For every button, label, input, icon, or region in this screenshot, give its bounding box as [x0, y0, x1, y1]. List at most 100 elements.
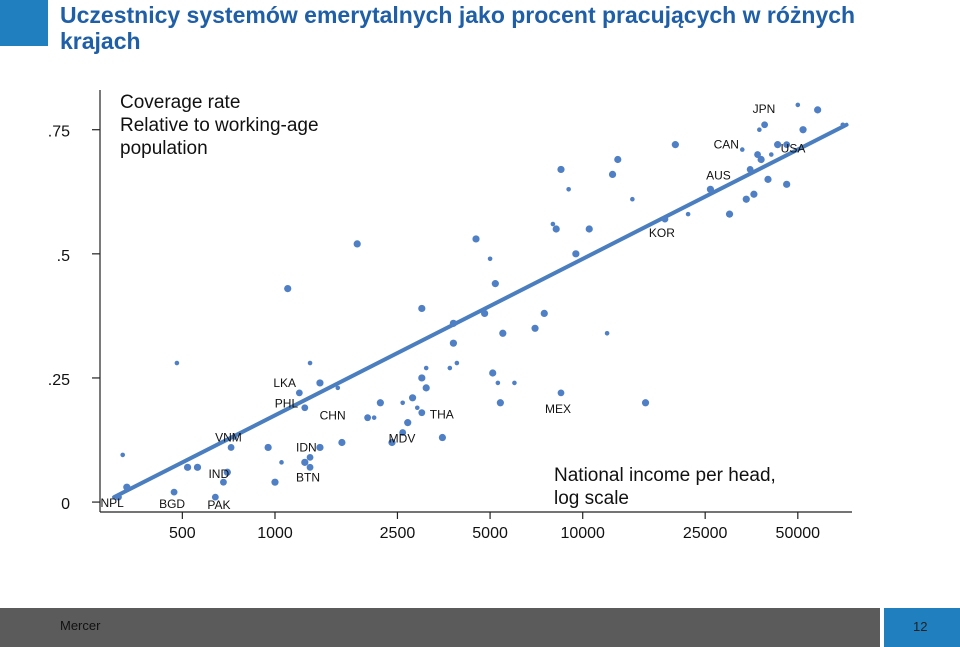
data-point: [423, 365, 429, 371]
data-point-pak: [211, 493, 219, 501]
data-point-phl: [301, 404, 309, 412]
data-point: [489, 369, 497, 377]
data-point: [307, 360, 313, 366]
data-point: [552, 225, 560, 233]
chart-points-layer: [115, 102, 846, 501]
data-point-npl: [115, 493, 122, 501]
data-point-can: [754, 151, 761, 158]
data-point: [418, 374, 426, 382]
y-tick-label: 0: [61, 496, 70, 513]
data-point: [376, 399, 384, 407]
data-point: [783, 180, 791, 188]
ylabel-text-line: Coverage rate: [120, 92, 240, 113]
data-point: [338, 438, 346, 447]
y-tick-label: .25: [48, 372, 70, 389]
data-point: [335, 385, 341, 391]
data-point: [279, 460, 284, 465]
data-point: [418, 304, 426, 313]
point-label-jpn: JPN: [753, 102, 776, 116]
xlabel-text-line: log scale: [554, 488, 629, 509]
data-point: [814, 106, 822, 114]
point-label-tha: THA: [430, 408, 454, 422]
data-point: [232, 435, 238, 440]
data-point-chn: [364, 414, 372, 422]
data-point: [449, 319, 458, 327]
data-point: [706, 185, 715, 193]
data-point: [120, 452, 126, 458]
data-point-ind: [220, 478, 227, 486]
data-point: [757, 127, 762, 133]
data-point: [422, 384, 430, 392]
point-label-idn: IDN: [296, 440, 317, 454]
data-point: [271, 478, 279, 486]
data-point-btn: [306, 463, 314, 471]
data-point-bgd: [170, 488, 178, 496]
data-point: [585, 225, 593, 233]
data-point-mdv: [399, 429, 407, 436]
data-point: [531, 324, 539, 332]
point-label-mdv: MDV: [389, 432, 416, 446]
data-point: [174, 360, 180, 366]
data-point: [671, 141, 679, 149]
data-point-kor: [661, 215, 669, 223]
data-point: [400, 400, 405, 406]
data-point-jpn: [761, 121, 769, 129]
data-point: [123, 483, 131, 491]
chart-ylabel: Coverage rate Relative to working-age popu…: [120, 92, 319, 159]
data-point: [496, 399, 504, 407]
data-point: [404, 419, 412, 427]
data-point: [284, 284, 292, 293]
data-point: [757, 155, 765, 164]
data-point: [614, 155, 622, 164]
data-point: [608, 170, 617, 178]
data-point: [487, 256, 493, 262]
data-point-lka: [295, 389, 303, 397]
data-point: [566, 186, 571, 192]
data-point: [764, 175, 772, 183]
data-point-usa: [783, 141, 791, 149]
data-point-aus: [746, 166, 754, 173]
data-point-vnm: [227, 444, 235, 451]
footer-company: Mercer: [60, 618, 101, 633]
point-label-usa: USA: [781, 142, 806, 156]
data-point: [641, 399, 650, 407]
chart-xlabel: National income per head, log scale: [554, 465, 776, 509]
ylabel-text-line: population: [120, 138, 208, 159]
point-label-aus: AUS: [706, 168, 731, 182]
slide-footer: [0, 608, 960, 647]
point-label-phl: PHL: [275, 397, 299, 411]
data-point: [353, 240, 361, 248]
ylabel-text-line: Relative to working-age: [120, 115, 319, 136]
data-point: [183, 463, 192, 471]
slide-title: Uczestnicy systemów emerytalnych jako pr…: [60, 2, 856, 54]
data-point: [557, 165, 565, 174]
x-tick-label: 5000: [472, 525, 508, 542]
chart-axes: 0 .25 .5 .75 500 1000 2500 5000 10000 25000 50000: [48, 90, 852, 542]
point-label-lka: LKA: [273, 376, 296, 390]
data-point: [316, 443, 324, 452]
data-point: [795, 102, 801, 108]
data-point: [630, 196, 635, 202]
y-tick-label: .5: [57, 248, 70, 265]
data-point: [408, 394, 417, 402]
data-point: [550, 221, 556, 227]
chart-trendline-layer: [112, 122, 849, 500]
data-point: [301, 458, 309, 466]
data-point: [438, 433, 447, 442]
data-point: [495, 380, 501, 386]
data-point-tha: [418, 409, 426, 417]
data-point: [414, 405, 420, 411]
point-label-ind: IND: [208, 467, 229, 481]
xlabel-text-line: National income per head,: [554, 465, 776, 486]
data-point: [572, 250, 580, 258]
point-label-vnm: VNM: [215, 430, 242, 444]
data-point: [742, 195, 750, 203]
data-point-mex: [557, 389, 565, 397]
footer-page-box: [884, 608, 960, 647]
point-label-pak: PAK: [207, 498, 230, 512]
data-point: [512, 380, 517, 386]
data-point: [316, 379, 324, 387]
data-point: [472, 235, 480, 243]
data-point: [449, 339, 458, 347]
